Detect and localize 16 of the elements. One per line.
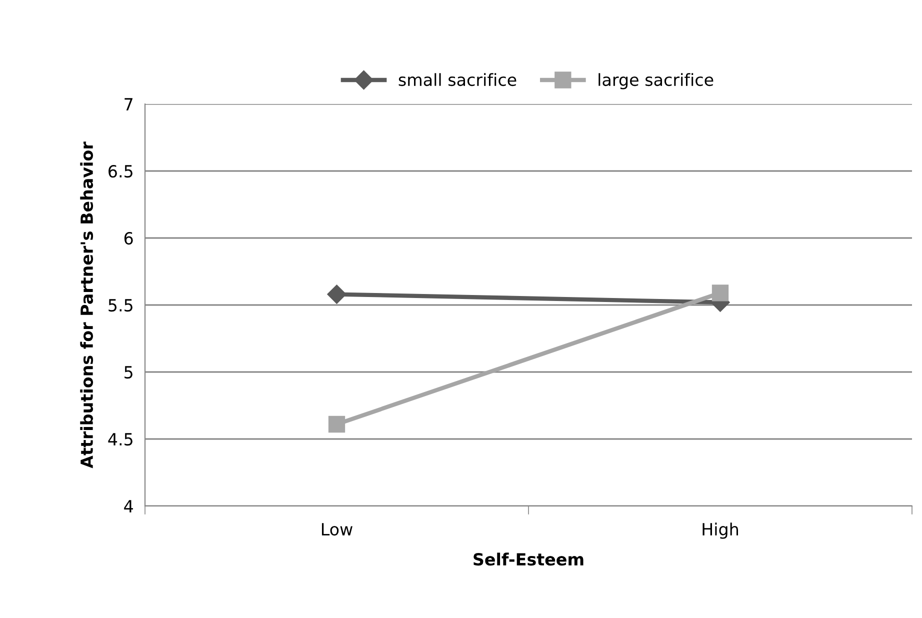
legend-label: small sacrifice — [398, 73, 516, 86]
point — [327, 284, 346, 304]
y-tick-label: 5.5 — [108, 299, 132, 312]
y-tick-label: 4.5 — [108, 433, 132, 446]
x-tick-label: High — [702, 522, 738, 539]
y-axis-title: Attributions for Partner's Behavior — [80, 142, 94, 468]
legend-label: large sacrifice — [598, 73, 714, 90]
y-tick-label: 6.5 — [108, 164, 132, 178]
y-tick-label: 6 — [124, 232, 133, 245]
y-tick-label: 7 — [124, 98, 132, 110]
point — [712, 284, 729, 302]
x-axis-title: Self-Esteem — [474, 552, 584, 566]
y-tick-label: 5 — [124, 366, 132, 379]
x-tick-label: Low — [322, 523, 352, 536]
y-tick-label: 4 — [124, 500, 133, 512]
point — [328, 416, 346, 433]
